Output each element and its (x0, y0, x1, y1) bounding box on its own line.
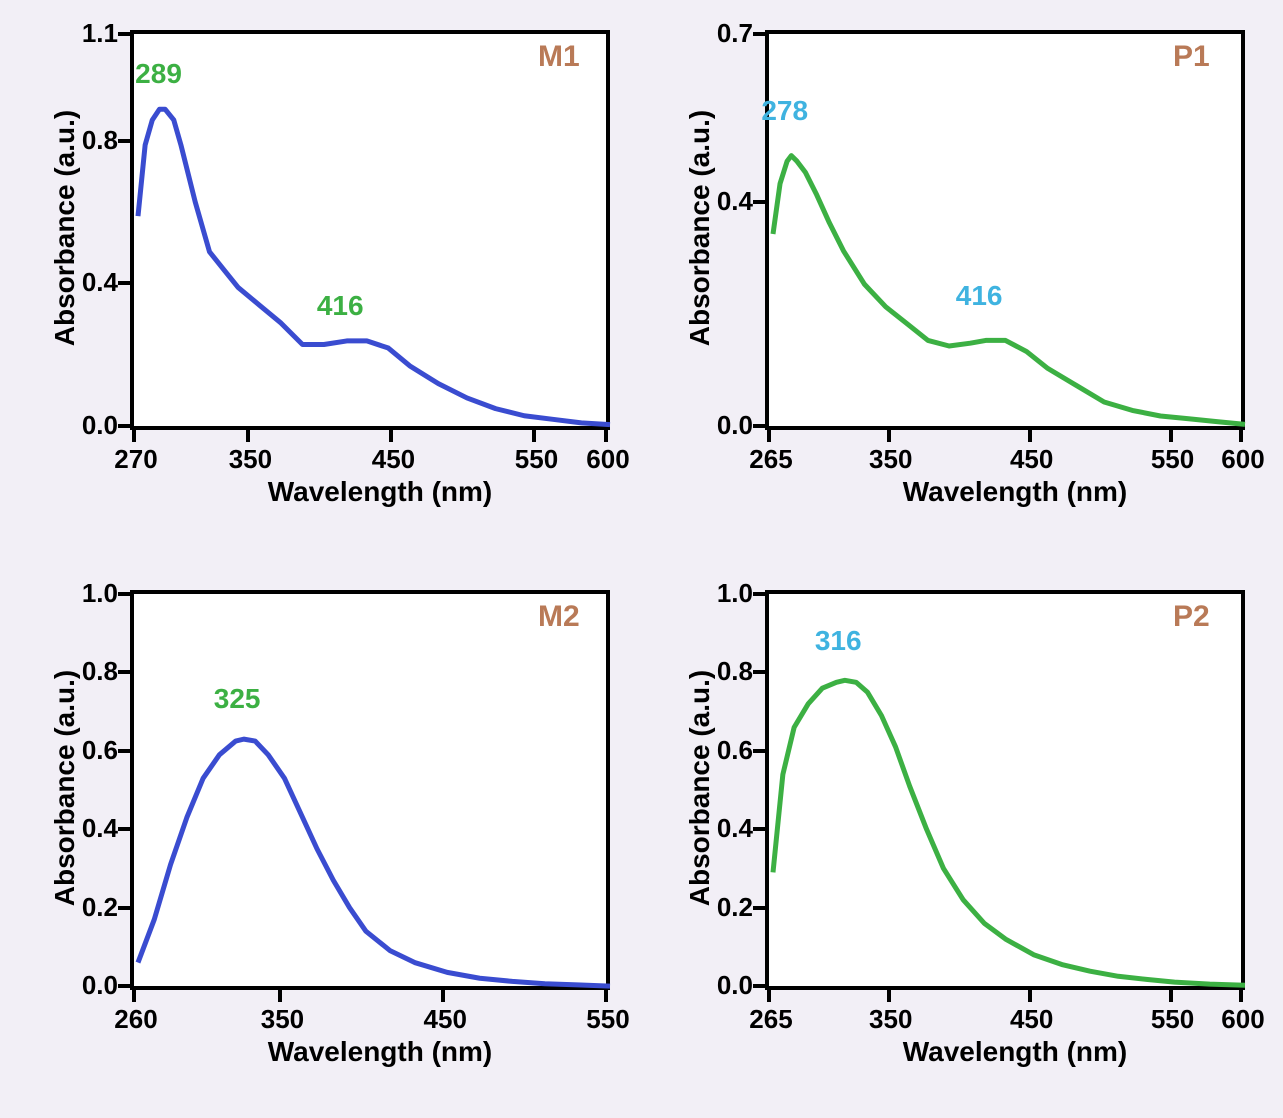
xtick (532, 430, 536, 442)
ytick (753, 424, 765, 428)
ytick (118, 906, 130, 910)
xtick-label: 270 (106, 444, 166, 475)
ytick (118, 281, 130, 285)
xtick (246, 430, 250, 442)
panel-P1 (765, 30, 1245, 430)
ytick (753, 827, 765, 831)
panel-label-P1: P1 (1173, 40, 1210, 74)
xtick-label: 350 (220, 444, 280, 475)
ytick (753, 984, 765, 988)
peak-label-P1-0: 278 (761, 95, 808, 127)
xtick (887, 430, 891, 442)
figure-container: 2703504505506000.00.40.81.1Wavelength (n… (0, 0, 1283, 1118)
xtick (1239, 430, 1243, 442)
xtick-label: 550 (1143, 444, 1203, 475)
chart-svg-M2 (134, 594, 614, 994)
panel-label-P2: P2 (1173, 600, 1210, 634)
panel-M1 (130, 30, 610, 430)
panel-M2 (130, 590, 610, 990)
xtick-label: 350 (861, 444, 921, 475)
ylabel-M2: Absorbance (a.u.) (49, 628, 81, 948)
ytick (753, 592, 765, 596)
ytick-label: 1.0 (68, 578, 118, 609)
ytick (118, 749, 130, 753)
xtick (1239, 990, 1243, 1002)
peak-label-M1-0: 289 (135, 58, 182, 90)
xtick-label: 450 (363, 444, 423, 475)
xtick (1169, 430, 1173, 442)
data-line-M1 (138, 109, 610, 424)
xtick-label: 265 (741, 444, 801, 475)
panel-label-M2: M2 (538, 600, 580, 634)
data-line-M2 (138, 739, 610, 986)
xtick (1169, 990, 1173, 1002)
xlabel-P2: Wavelength (nm) (875, 1036, 1155, 1068)
ytick (753, 749, 765, 753)
xtick (132, 990, 136, 1002)
xtick-label: 450 (1002, 1004, 1062, 1035)
xtick-label: 350 (252, 1004, 312, 1035)
ytick-label: 0.0 (68, 970, 118, 1001)
ytick-label: 1.0 (703, 578, 753, 609)
chart-svg-P1 (769, 34, 1249, 434)
ytick-label: 0.0 (703, 410, 753, 441)
xtick-label: 550 (506, 444, 566, 475)
ytick (118, 424, 130, 428)
ytick-label: 0.0 (703, 970, 753, 1001)
data-line-P2 (773, 680, 1245, 985)
xlabel-M1: Wavelength (nm) (240, 476, 520, 508)
peak-label-M1-1: 416 (317, 290, 364, 322)
xtick-label: 350 (861, 1004, 921, 1035)
xtick-label: 260 (106, 1004, 166, 1035)
xtick-label: 265 (741, 1004, 801, 1035)
xtick-label: 550 (578, 1004, 638, 1035)
ytick (118, 670, 130, 674)
ylabel-P2: Absorbance (a.u.) (684, 628, 716, 948)
xtick-label: 550 (1143, 1004, 1203, 1035)
ytick (118, 827, 130, 831)
xlabel-P1: Wavelength (nm) (875, 476, 1155, 508)
xtick-label: 600 (578, 444, 638, 475)
data-line-P1 (773, 156, 1245, 425)
ytick (118, 592, 130, 596)
xtick (441, 990, 445, 1002)
xtick (767, 990, 771, 1002)
ytick (753, 670, 765, 674)
ytick (753, 200, 765, 204)
xtick (389, 430, 393, 442)
panel-label-M1: M1 (538, 40, 580, 74)
ytick-label: 0.0 (68, 410, 118, 441)
ytick (753, 32, 765, 36)
ytick (118, 139, 130, 143)
ylabel-P1: Absorbance (a.u.) (684, 68, 716, 388)
xtick (767, 430, 771, 442)
ytick-label: 0.7 (703, 18, 753, 49)
chart-svg-M1 (134, 34, 614, 434)
xtick-label: 450 (1002, 444, 1062, 475)
peak-label-M2-0: 325 (214, 683, 261, 715)
xtick (1028, 430, 1032, 442)
xtick (278, 990, 282, 1002)
xtick-label: 600 (1213, 1004, 1273, 1035)
xlabel-M2: Wavelength (nm) (240, 1036, 520, 1068)
xtick (1028, 990, 1032, 1002)
ytick-label: 1.1 (68, 18, 118, 49)
ytick (118, 984, 130, 988)
xtick-label: 600 (1213, 444, 1273, 475)
xtick (887, 990, 891, 1002)
ytick (118, 32, 130, 36)
peak-label-P2-0: 316 (815, 625, 862, 657)
xtick-label: 450 (415, 1004, 475, 1035)
peak-label-P1-1: 416 (956, 280, 1003, 312)
xtick (604, 430, 608, 442)
ytick (753, 906, 765, 910)
ylabel-M1: Absorbance (a.u.) (49, 68, 81, 388)
xtick (132, 430, 136, 442)
xtick (604, 990, 608, 1002)
